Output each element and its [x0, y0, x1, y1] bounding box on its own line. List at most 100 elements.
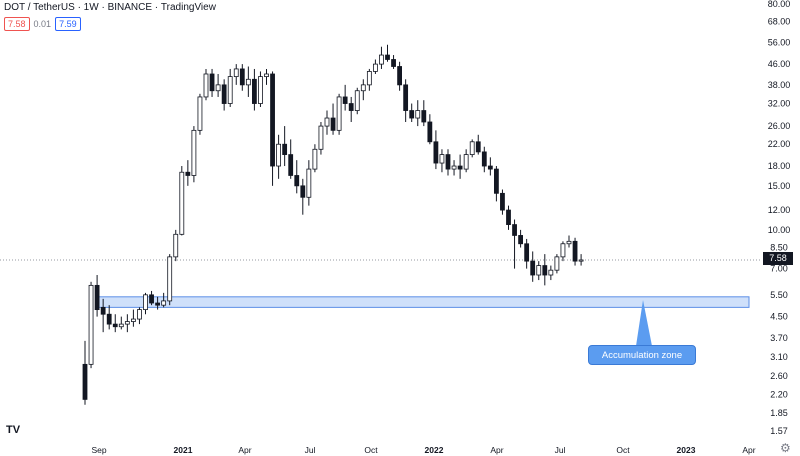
- y-tick-label: 1.57: [770, 426, 788, 436]
- candle: [233, 64, 239, 85]
- y-tick-label: 1.85: [770, 408, 788, 418]
- x-tick-label: Oct: [616, 445, 630, 455]
- candle-body: [167, 256, 173, 302]
- candle: [518, 229, 523, 248]
- candle: [294, 160, 300, 194]
- candle: [481, 146, 487, 173]
- candle-body: [385, 54, 390, 60]
- y-tick-label: 18.00: [768, 161, 791, 171]
- quote-row: 7.58 0.01 7.59: [4, 17, 81, 31]
- candle: [469, 139, 475, 158]
- symbol-label[interactable]: DOT / TetherUS: [4, 2, 75, 13]
- candle: [493, 166, 499, 202]
- candle: [197, 93, 203, 135]
- buy-price-button[interactable]: 7.59: [55, 17, 81, 31]
- y-tick-label: 38.00: [768, 80, 791, 90]
- candle-body: [409, 110, 415, 119]
- candle-body: [276, 143, 282, 167]
- candle: [379, 46, 384, 69]
- candle: [191, 126, 197, 183]
- candle: [372, 59, 378, 74]
- candle-body: [463, 154, 469, 170]
- annotation-label[interactable]: Accumulation zone $5.00: [588, 345, 696, 381]
- y-tick-label: 56.00: [768, 38, 791, 48]
- candle-body: [100, 306, 106, 315]
- y-tick-label: 46.00: [768, 59, 791, 69]
- candle: [118, 316, 124, 330]
- gear-icon[interactable]: ⚙: [780, 441, 791, 455]
- candle: [100, 298, 106, 333]
- candle-body: [524, 243, 530, 262]
- candle: [542, 254, 548, 286]
- candle-body: [312, 148, 318, 170]
- x-tick-label: Jul: [555, 445, 566, 455]
- candle-body: [427, 121, 433, 143]
- spread-value: 0.01: [33, 19, 52, 29]
- candle-body: [512, 224, 517, 236]
- candle-body: [451, 165, 457, 170]
- candle-body: [130, 318, 136, 322]
- x-tick-label: Oct: [364, 445, 378, 455]
- candle-body: [469, 141, 475, 155]
- interval-label[interactable]: 1W: [83, 2, 99, 13]
- candle-body: [518, 235, 523, 245]
- candle: [391, 55, 396, 69]
- y-tick-label: 2.20: [770, 389, 788, 399]
- x-tick-label: 2021: [174, 445, 193, 455]
- y-tick-label: 7.00: [770, 264, 788, 274]
- candle-body: [233, 68, 239, 78]
- y-tick-label: 32.00: [768, 99, 791, 109]
- annotation-pointer: [636, 300, 652, 346]
- sell-price-button[interactable]: 7.58: [4, 17, 30, 31]
- candle: [106, 305, 112, 330]
- candle: [318, 121, 324, 155]
- candle: [282, 126, 288, 167]
- candle-body: [197, 96, 203, 131]
- candle: [536, 261, 542, 281]
- candle-body: [348, 103, 354, 111]
- candle: [512, 219, 517, 269]
- x-tick-label: 2022: [425, 445, 444, 455]
- y-tick-label: 3.10: [770, 352, 788, 362]
- candle-body: [397, 66, 403, 86]
- candle-body: [239, 68, 245, 86]
- candle-body: [379, 54, 384, 65]
- candle-body: [191, 129, 197, 176]
- candle-body: [94, 284, 100, 311]
- candle-body: [270, 73, 275, 167]
- candle-body: [487, 165, 493, 170]
- candle-body: [288, 154, 294, 176]
- candle: [439, 149, 445, 173]
- candle-body: [439, 154, 445, 164]
- y-axis[interactable]: 80.00 68.00 56.00 46.00 38.00 32.00 26.00 22.00…: [768, 0, 791, 436]
- x-tick-label: Apr: [490, 445, 503, 455]
- tradingview-logo[interactable]: TV: [6, 424, 21, 436]
- candle: [506, 205, 511, 230]
- candle-body: [354, 90, 360, 111]
- provider-label: TradingView: [160, 2, 216, 13]
- candle: [548, 265, 554, 281]
- y-tick-label: 12.00: [768, 205, 791, 215]
- x-tick-label: Sep: [91, 445, 106, 455]
- candle: [500, 189, 505, 215]
- candle: [421, 100, 427, 127]
- candle-body: [251, 78, 257, 104]
- y-tick-label: 3.70: [770, 333, 788, 343]
- candle-body: [372, 63, 378, 72]
- candle: [215, 73, 221, 97]
- y-tick-label: 5.50: [770, 290, 788, 300]
- candle: [403, 79, 409, 122]
- candle-body: [530, 260, 536, 276]
- y-tick-label: 26.00: [768, 121, 791, 131]
- candle: [342, 84, 348, 111]
- candle: [130, 309, 136, 327]
- candle-body: [475, 141, 481, 153]
- candle: [463, 149, 469, 173]
- y-tick-label: 2.60: [770, 371, 788, 381]
- candle-body: [566, 240, 572, 245]
- x-axis[interactable]: Sep 2021 Apr Jul Oct 2022 Apr Jul Oct 2023 Apr: [91, 445, 755, 455]
- candle: [354, 87, 360, 115]
- separator: ·: [77, 2, 84, 13]
- candle-body: [215, 84, 221, 92]
